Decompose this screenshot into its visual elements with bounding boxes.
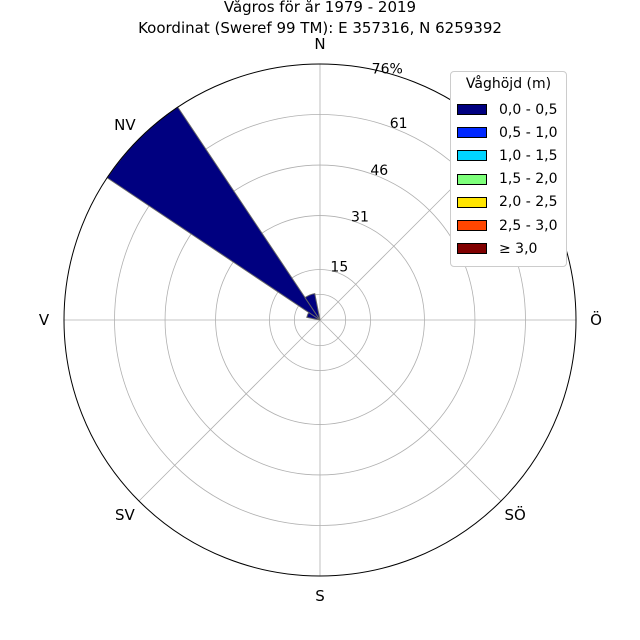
legend-item: ≥ 3,0 xyxy=(457,237,560,260)
legend-swatch xyxy=(457,173,487,185)
legend-label: ≥ 3,0 xyxy=(499,240,538,257)
legend-label: 0,5 - 1,0 xyxy=(499,124,558,141)
direction-label: NV xyxy=(114,116,136,134)
legend-item: 1,5 - 2,0 xyxy=(457,168,560,191)
legend-swatch xyxy=(457,220,487,232)
legend-label: 2,5 - 3,0 xyxy=(499,217,558,234)
outer-circle xyxy=(63,63,577,577)
direction-label: Ö xyxy=(590,310,602,329)
legend-swatch xyxy=(457,243,487,255)
direction-label: N xyxy=(314,35,325,53)
radial-tick-label: 46 xyxy=(370,163,388,179)
chart-title: Vågros för år 1979 - 2019 xyxy=(223,0,417,16)
radial-tick-label: 61 xyxy=(390,116,408,132)
legend-label: 0,0 - 0,5 xyxy=(499,101,558,118)
radial-tick-label: 31 xyxy=(351,210,369,226)
legend-item: 2,5 - 3,0 xyxy=(457,214,560,237)
rose-sector xyxy=(306,311,321,321)
legend-swatch xyxy=(457,196,487,208)
legend-swatch xyxy=(457,127,487,139)
radial-unit-label: 76% xyxy=(372,62,403,78)
legend-label: 2,0 - 2,5 xyxy=(499,194,558,211)
legend-item: 0,5 - 1,0 xyxy=(457,121,560,144)
legend-item: 0,0 - 0,5 xyxy=(457,98,560,121)
legend-label: 1,0 - 1,5 xyxy=(499,147,558,164)
angular-grid-line xyxy=(319,319,502,502)
legend-swatch xyxy=(457,104,487,116)
direction-label: S xyxy=(315,587,325,605)
legend-item: 2,0 - 2,5 xyxy=(457,191,560,214)
angular-grid-line xyxy=(138,319,321,502)
legend-swatch xyxy=(457,150,487,162)
radial-tick-label: 15 xyxy=(330,259,348,275)
legend-label: 1,5 - 2,0 xyxy=(499,171,558,188)
rose-sector xyxy=(304,292,321,321)
direction-label: V xyxy=(39,311,50,329)
legend-item: 1,0 - 1,5 xyxy=(457,144,560,167)
direction-label: SV xyxy=(115,506,136,524)
chart-subtitle: Koordinat (Sweref 99 TM): E 357316, N 62… xyxy=(138,19,502,37)
legend-title: Våghöjd (m) xyxy=(465,76,552,92)
legend: Våghöjd (m) 0,0 - 0,5 0,5 - 1,0 1,0 - 1,5 1… xyxy=(450,71,567,268)
direction-label: SÖ xyxy=(504,505,525,524)
